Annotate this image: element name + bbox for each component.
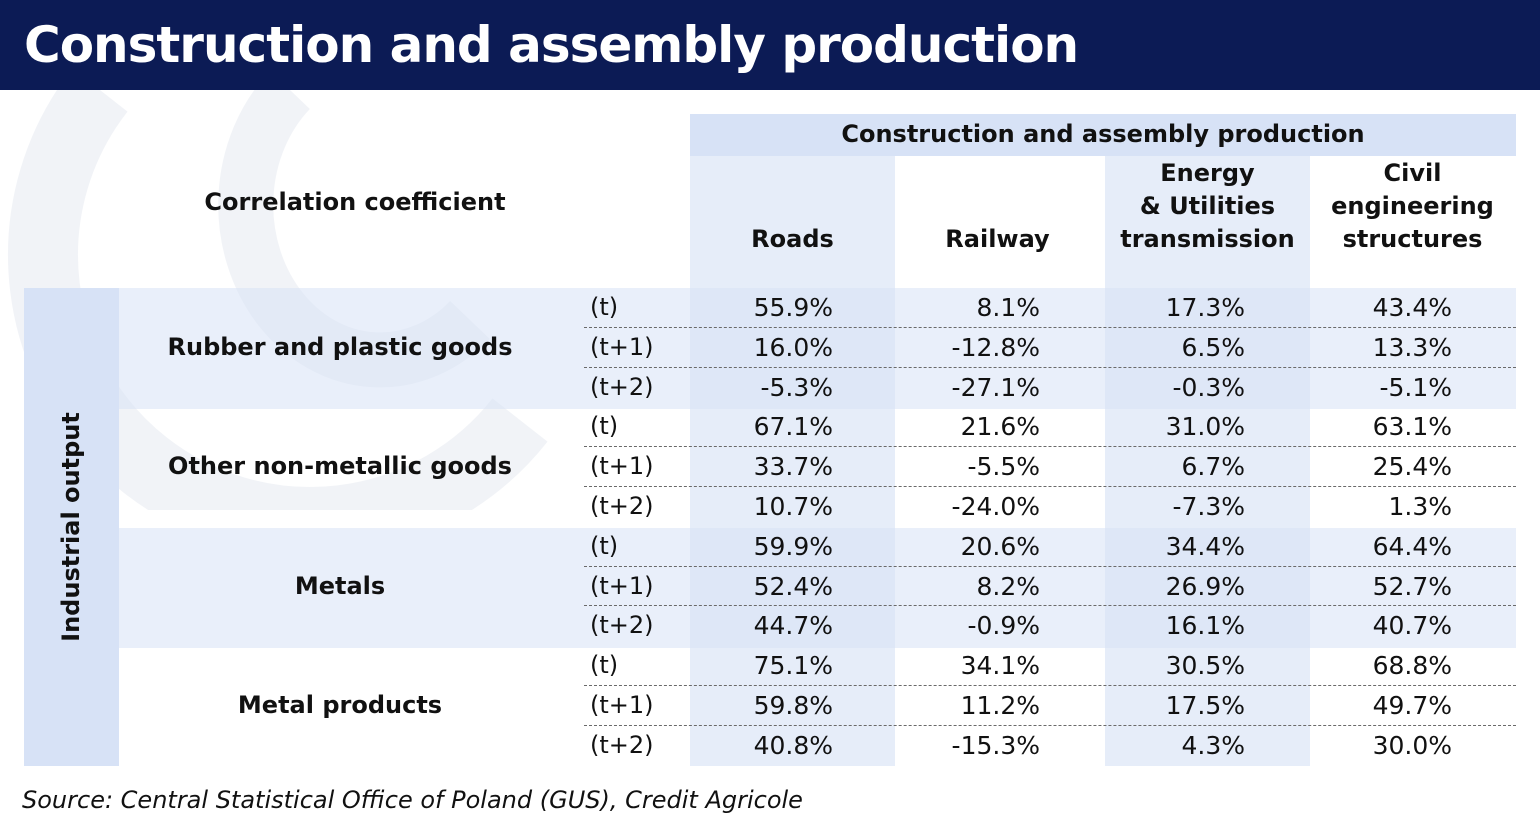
row-divider (584, 605, 1516, 606)
row-divider (584, 725, 1516, 726)
table-cell: 44.7% (673, 611, 833, 641)
table-cell: 52.4% (673, 572, 833, 602)
table-cell: 34.1% (880, 651, 1040, 681)
table-cell: 6.7% (1085, 452, 1245, 482)
lag-label: (t) (590, 411, 670, 441)
table-cell: 13.3% (1292, 333, 1452, 363)
column-header-1: Roads (690, 223, 895, 256)
table-cell: 64.4% (1292, 532, 1452, 562)
table-cell: -5.5% (880, 452, 1040, 482)
column-header-line: structures (1310, 223, 1515, 256)
table-cell: 33.7% (673, 452, 833, 482)
table-cell: 59.8% (673, 691, 833, 721)
lag-label: (t+2) (590, 610, 670, 640)
table-cell: -15.3% (880, 731, 1040, 761)
table-cell: 16.0% (673, 333, 833, 363)
row-divider (584, 327, 1516, 328)
table-cell: 26.9% (1085, 572, 1245, 602)
column-header-4: Civil engineering structures (1310, 157, 1515, 256)
table-cell: 25.4% (1292, 452, 1452, 482)
table-cell: 75.1% (673, 651, 833, 681)
table-cell: 31.0% (1085, 412, 1245, 442)
lag-label: (t+1) (590, 571, 670, 601)
row-divider (584, 446, 1516, 447)
table-cell: 68.8% (1292, 651, 1452, 681)
table-cell: 4.3% (1085, 731, 1245, 761)
table-cell: -5.3% (673, 373, 833, 403)
table-cell: 8.2% (880, 572, 1040, 602)
table-cell: 6.5% (1085, 333, 1245, 363)
column-header-line: Civil (1310, 157, 1515, 190)
table-cell: 16.1% (1085, 611, 1245, 641)
column-header-2: Railway (895, 223, 1100, 256)
table-cell: 30.0% (1292, 731, 1452, 761)
group-label-3: Metals (119, 571, 561, 601)
column-header-line: engineering (1310, 190, 1515, 223)
super-header: Construction and assembly production (690, 118, 1516, 151)
table-cell: 55.9% (673, 293, 833, 323)
table-cell: 40.8% (673, 731, 833, 761)
group-label-4: Metal products (119, 690, 561, 720)
lag-label: (t+2) (590, 372, 670, 402)
table-cell: 1.3% (1292, 492, 1452, 522)
table-cell: 21.6% (880, 412, 1040, 442)
table-cell: 20.6% (880, 532, 1040, 562)
table-cell: 52.7% (1292, 572, 1452, 602)
lag-label: (t+1) (590, 332, 670, 362)
table-cell: 67.1% (673, 412, 833, 442)
table-cell: -7.3% (1085, 492, 1245, 522)
column-header-line: Energy (1105, 157, 1310, 190)
table-cell: -5.1% (1292, 373, 1452, 403)
table-cell: 11.2% (880, 691, 1040, 721)
table-cell: -0.3% (1085, 373, 1245, 403)
table-cell: 8.1% (880, 293, 1040, 323)
page-title: Construction and assembly production (24, 14, 1078, 76)
column-header-line: & Utilities (1105, 190, 1310, 223)
lag-label: (t) (590, 531, 670, 561)
source-note: Source: Central Statistical Office of Po… (22, 784, 803, 816)
table-cell: 10.7% (673, 492, 833, 522)
lag-label: (t+1) (590, 690, 670, 720)
lag-label: (t+1) (590, 451, 670, 481)
table-cell: 30.5% (1085, 651, 1245, 681)
table-cell: 59.9% (673, 532, 833, 562)
row-divider (584, 685, 1516, 686)
table-cell: -24.0% (880, 492, 1040, 522)
table-cell: 49.7% (1292, 691, 1452, 721)
table-cell: 43.4% (1292, 293, 1452, 323)
lag-label: (t) (590, 292, 670, 322)
table-cell: 17.3% (1085, 293, 1245, 323)
table-cell: 63.1% (1292, 412, 1452, 442)
lag-label: (t+2) (590, 491, 670, 521)
column-header-line: transmission (1105, 223, 1310, 256)
table-cell: 34.4% (1085, 532, 1245, 562)
row-divider (584, 367, 1516, 368)
lag-label: (t+2) (590, 730, 670, 760)
lag-label: (t) (590, 650, 670, 680)
group-label-1: Rubber and plastic goods (119, 332, 561, 362)
row-divider (584, 486, 1516, 487)
column-header-line: Roads (690, 223, 895, 256)
correlation-coefficient-header: Correlation coefficient (120, 186, 590, 219)
group-label-2: Other non-metallic goods (119, 451, 561, 481)
table-cell: 17.5% (1085, 691, 1245, 721)
table-cell: -27.1% (880, 373, 1040, 403)
table-cell: 40.7% (1292, 611, 1452, 641)
table-cell: -0.9% (880, 611, 1040, 641)
row-divider (584, 566, 1516, 567)
column-header-line: Railway (895, 223, 1100, 256)
title-bar: Construction and assembly production (0, 0, 1540, 90)
column-header-3: Energy & Utilities transmission (1105, 157, 1310, 256)
table-cell: -12.8% (880, 333, 1040, 363)
